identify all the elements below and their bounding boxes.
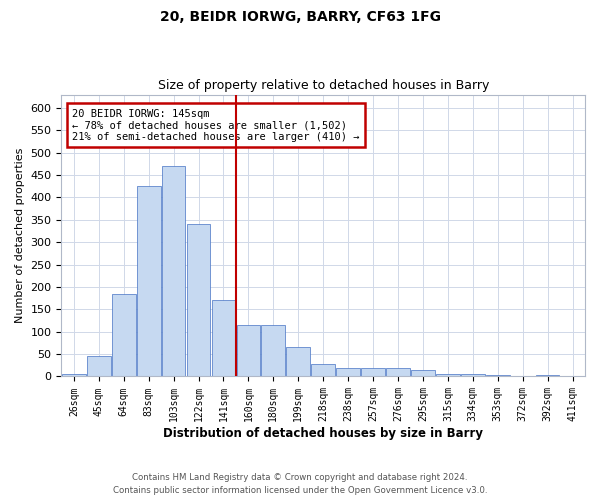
Bar xyxy=(162,166,185,376)
Bar xyxy=(436,374,460,376)
Bar xyxy=(87,356,110,376)
Bar xyxy=(411,370,435,376)
Y-axis label: Number of detached properties: Number of detached properties xyxy=(15,148,25,323)
Bar xyxy=(112,294,136,376)
Bar xyxy=(62,374,86,376)
Bar xyxy=(386,368,410,376)
Text: 20, BEIDR IORWG, BARRY, CF63 1FG: 20, BEIDR IORWG, BARRY, CF63 1FG xyxy=(160,10,440,24)
Bar xyxy=(361,368,385,376)
Text: Contains HM Land Registry data © Crown copyright and database right 2024.
Contai: Contains HM Land Registry data © Crown c… xyxy=(113,473,487,495)
Bar xyxy=(536,374,559,376)
Bar xyxy=(212,300,235,376)
Bar xyxy=(461,374,485,376)
Bar xyxy=(187,224,211,376)
Bar xyxy=(311,364,335,376)
Bar xyxy=(137,186,161,376)
Title: Size of property relative to detached houses in Barry: Size of property relative to detached ho… xyxy=(158,79,489,92)
Bar xyxy=(262,325,285,376)
Bar xyxy=(486,375,509,376)
Bar xyxy=(286,348,310,376)
Bar xyxy=(336,368,360,376)
Bar xyxy=(236,325,260,376)
X-axis label: Distribution of detached houses by size in Barry: Distribution of detached houses by size … xyxy=(163,427,483,440)
Text: 20 BEIDR IORWG: 145sqm
← 78% of detached houses are smaller (1,502)
21% of semi-: 20 BEIDR IORWG: 145sqm ← 78% of detached… xyxy=(72,108,359,142)
